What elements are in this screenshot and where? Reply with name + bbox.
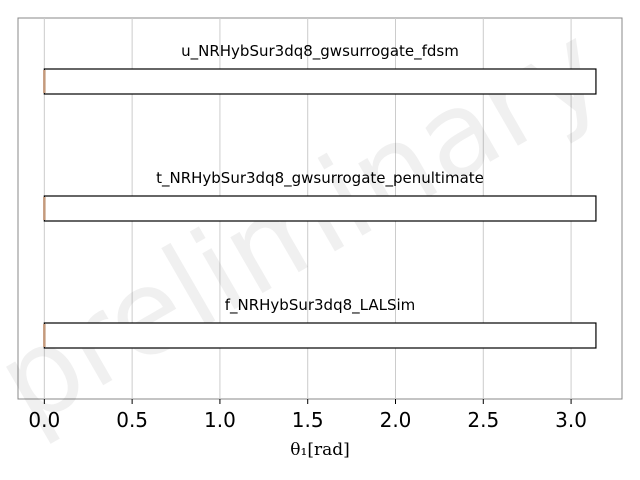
watermark: preliminary bbox=[0, 0, 625, 452]
x-tick-label: 0.0 bbox=[28, 408, 60, 432]
watermark-text: preliminary bbox=[0, 0, 625, 452]
x-tick-label: 2.5 bbox=[467, 408, 499, 432]
row-label: t_NRHybSur3dq8_gwsurrogate_penultimate bbox=[156, 169, 484, 188]
interval-bar bbox=[43, 68, 597, 95]
bars: u_NRHybSur3dq8_gwsurrogate_fdsm t_NRHybSu… bbox=[43, 42, 597, 349]
x-ticks: 0.0 0.5 1.0 1.5 2.0 2.5 3.0 bbox=[28, 399, 587, 432]
x-tick-label: 3.0 bbox=[555, 408, 587, 432]
x-axis-label: θ₁[rad] bbox=[290, 440, 349, 460]
interval-bar bbox=[43, 195, 597, 222]
row-label: u_NRHybSur3dq8_gwsurrogate_fdsm bbox=[181, 42, 459, 61]
x-tick-label: 2.0 bbox=[380, 408, 412, 432]
x-tick-label: 1.5 bbox=[292, 408, 324, 432]
x-tick-label: 0.5 bbox=[116, 408, 148, 432]
x-tick-label: 1.0 bbox=[204, 408, 236, 432]
plot-frame bbox=[17, 17, 623, 400]
row-label: f_NRHybSur3dq8_LALSim bbox=[225, 296, 416, 315]
interval-bar bbox=[43, 322, 597, 349]
